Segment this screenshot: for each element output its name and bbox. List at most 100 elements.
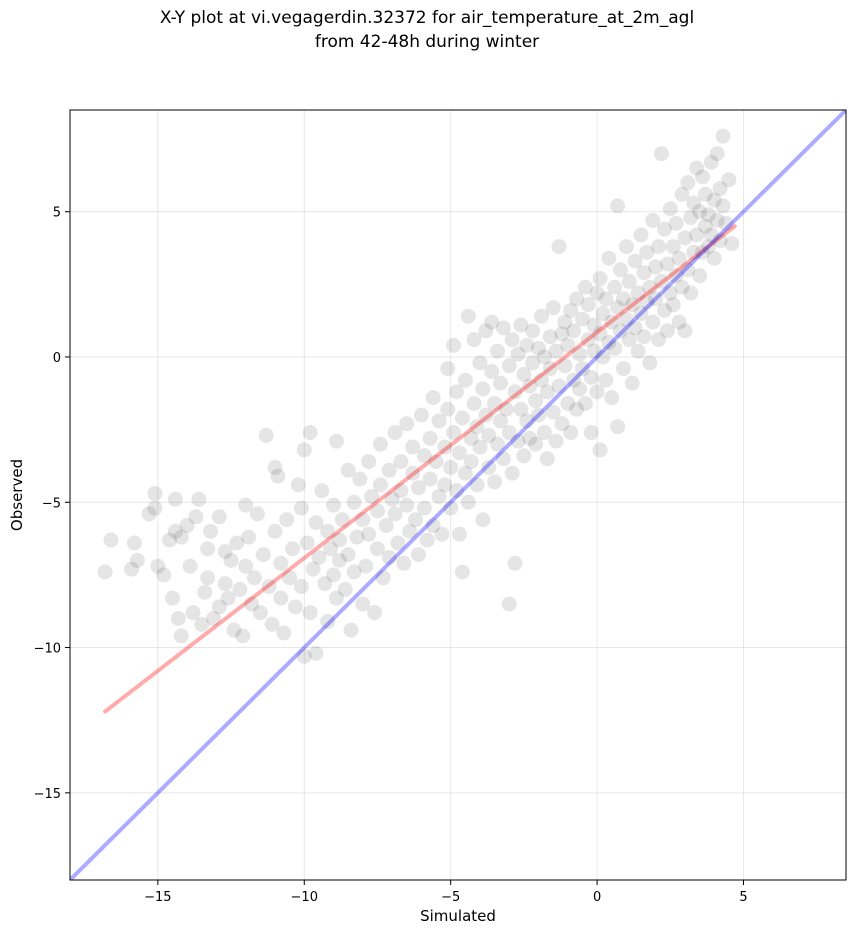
data-point xyxy=(308,515,324,531)
data-point xyxy=(519,413,535,429)
x-tick-label: 0 xyxy=(593,890,601,905)
data-point xyxy=(167,523,183,539)
data-point xyxy=(607,279,623,295)
data-point xyxy=(410,547,426,563)
data-point xyxy=(700,207,716,223)
data-point xyxy=(671,314,687,330)
data-point xyxy=(273,590,289,606)
data-point xyxy=(311,549,327,565)
data-point xyxy=(349,529,365,545)
data-point xyxy=(501,425,517,441)
data-point xyxy=(490,343,506,359)
data-point xyxy=(706,192,722,208)
data-point xyxy=(721,172,737,188)
data-point xyxy=(525,355,541,371)
data-point xyxy=(399,497,415,513)
data-point xyxy=(583,369,599,385)
data-point xyxy=(164,590,180,606)
data-point xyxy=(621,273,637,289)
data-point xyxy=(709,212,725,228)
data-point xyxy=(293,500,309,516)
data-point xyxy=(440,401,456,417)
data-point xyxy=(615,291,631,307)
data-point xyxy=(586,317,602,333)
data-point xyxy=(211,599,227,615)
data-point xyxy=(712,180,728,196)
data-point xyxy=(484,364,500,380)
data-point xyxy=(639,294,655,310)
data-point xyxy=(580,332,596,348)
grid-lines xyxy=(70,110,846,880)
data-point xyxy=(651,239,667,255)
data-point xyxy=(200,570,216,586)
data-point xyxy=(598,372,614,388)
data-point xyxy=(173,628,189,644)
data-point xyxy=(577,395,593,411)
data-point xyxy=(419,532,435,548)
data-point xyxy=(495,320,511,336)
data-point xyxy=(314,483,330,499)
data-point xyxy=(469,419,485,435)
data-point xyxy=(393,483,409,499)
data-point xyxy=(405,465,421,481)
data-point xyxy=(449,483,465,499)
data-point xyxy=(697,186,713,202)
chart-title-line-2: from 42-48h during winter xyxy=(314,32,540,52)
data-point xyxy=(308,645,324,661)
data-point xyxy=(604,314,620,330)
data-point xyxy=(680,175,696,191)
data-point xyxy=(610,300,626,316)
data-point xyxy=(654,146,670,162)
data-point xyxy=(525,323,541,339)
data-point xyxy=(542,361,558,377)
data-point xyxy=(249,506,265,522)
data-point xyxy=(290,477,306,493)
data-point xyxy=(361,526,377,542)
data-point xyxy=(689,227,705,243)
data-point xyxy=(405,439,421,455)
data-point xyxy=(703,227,719,243)
data-point xyxy=(601,334,617,350)
data-point xyxy=(613,262,629,278)
data-point xyxy=(267,459,283,475)
data-point xyxy=(244,596,260,612)
data-point xyxy=(238,497,254,513)
data-point xyxy=(618,239,634,255)
x-tick-label: −15 xyxy=(144,890,171,905)
data-point xyxy=(393,454,409,470)
data-point xyxy=(577,279,593,295)
data-point xyxy=(364,488,380,504)
data-point xyxy=(422,430,438,446)
data-point xyxy=(531,407,547,423)
data-point xyxy=(293,579,309,595)
data-point xyxy=(179,518,195,534)
data-point xyxy=(504,332,520,348)
data-point xyxy=(258,427,274,443)
data-point xyxy=(586,343,602,359)
data-point xyxy=(381,549,397,565)
data-point xyxy=(273,555,289,571)
data-point xyxy=(475,381,491,397)
data-point xyxy=(557,314,573,330)
y-tick-label: 0 xyxy=(53,351,61,366)
data-point xyxy=(648,291,664,307)
x-tick-label: −10 xyxy=(291,890,318,905)
data-point xyxy=(613,323,629,339)
data-point xyxy=(296,648,312,664)
data-point xyxy=(320,523,336,539)
data-point xyxy=(331,532,347,548)
data-point xyxy=(492,413,508,429)
data-point xyxy=(580,297,596,313)
data-point xyxy=(340,547,356,563)
data-point xyxy=(425,518,441,534)
data-point xyxy=(507,555,523,571)
data-point xyxy=(692,268,708,284)
data-point xyxy=(604,390,620,406)
data-point xyxy=(443,500,459,516)
data-point xyxy=(560,337,576,353)
data-point xyxy=(572,381,588,397)
data-point xyxy=(226,622,242,638)
data-point xyxy=(501,596,517,612)
data-point xyxy=(402,523,418,539)
data-point xyxy=(677,323,693,339)
